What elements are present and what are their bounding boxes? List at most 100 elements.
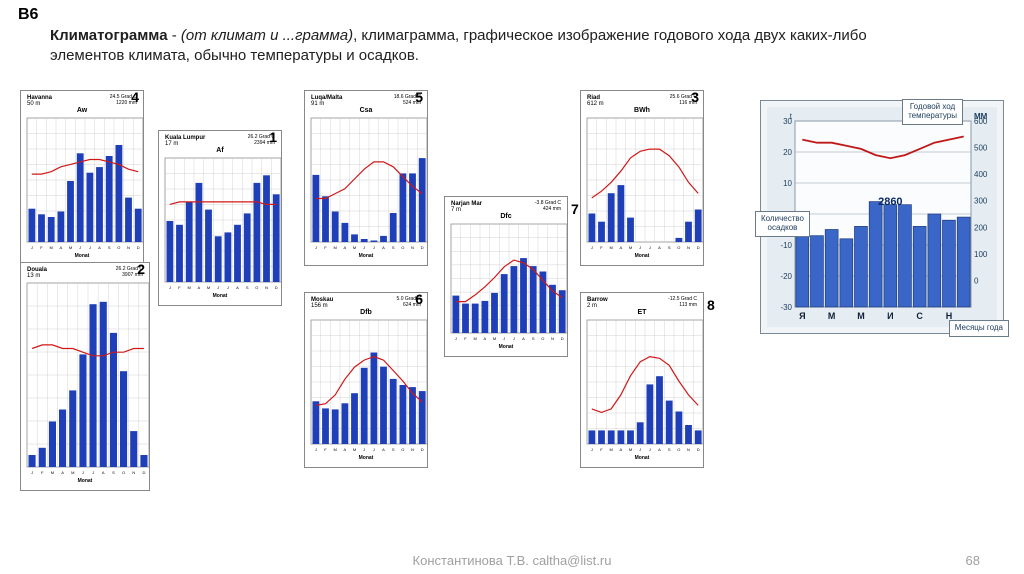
svg-text:F: F (41, 470, 44, 475)
svg-text:M: M (493, 336, 496, 341)
svg-text:F: F (324, 447, 327, 452)
svg-text:500: 500 (974, 144, 988, 153)
mini-chart-4: 4 Havanna 50 m 24.5 Grad C 1220 mm Aw JF… (20, 90, 144, 266)
svg-text:M: M (353, 245, 356, 250)
elevation: 612 m (587, 101, 604, 107)
mini-plot: JFMAMJJASOND (23, 281, 149, 477)
chart-location-row: Douala 13 m 26.2 Grad C 3907 mm (23, 265, 147, 279)
svg-text:J: J (79, 245, 81, 250)
svg-text:S: S (392, 245, 395, 250)
svg-text:M: M (49, 245, 52, 250)
chart-location-row: Luqa/Malta 91 m 18.6 Grad C 524 mm (307, 93, 425, 107)
x-axis-label: Monat (583, 252, 701, 259)
svg-text:N: N (687, 447, 690, 452)
koppen-code: ET (583, 309, 701, 318)
svg-text:A: A (483, 336, 486, 341)
svg-text:A: A (619, 447, 622, 452)
svg-text:J: J (363, 447, 365, 452)
elevation: 13 m (27, 273, 47, 279)
etymology: (от климат и ...грамма) (181, 27, 353, 44)
svg-text:J: J (169, 285, 171, 290)
annual-precip: 424 mm (535, 207, 561, 213)
svg-text:A: A (382, 245, 385, 250)
x-axis-label: Monat (307, 454, 425, 461)
mini-chart-5: 5 Luqa/Malta 91 m 18.6 Grad C 524 mm Csa… (304, 90, 428, 266)
page-number: 68 (966, 553, 980, 568)
svg-text:O: O (255, 285, 258, 290)
elevation: 17 m (165, 141, 205, 147)
dash: - (172, 27, 181, 44)
svg-text:A: A (61, 470, 64, 475)
elevation: 156 m (311, 303, 333, 309)
svg-text:O: O (541, 336, 544, 341)
svg-text:J: J (31, 470, 33, 475)
svg-text:M: M (333, 245, 336, 250)
svg-text:D: D (421, 447, 424, 452)
koppen-code: Csa (307, 107, 425, 116)
x-axis-label: Monat (447, 343, 565, 350)
svg-text:M: M (353, 447, 356, 452)
footer: Константинова Т.В. caltha@list.ru 68 (0, 553, 1024, 568)
mini-plot: JFMAMJJASOND (161, 156, 281, 292)
svg-text:F: F (464, 336, 467, 341)
mini-chart-7: 7 Narjan Mar 7 m -3.8 Grad C 424 mm Dfc … (444, 196, 568, 357)
callout-temp-curve: Годовой ходтемпературы (902, 99, 963, 125)
svg-text:A: A (658, 447, 661, 452)
svg-text:F: F (600, 245, 603, 250)
mini-plot: JFMAMJJASOND (23, 116, 143, 252)
svg-text:S: S (108, 245, 111, 250)
svg-text:-20: -20 (780, 272, 792, 281)
svg-text:A: A (102, 470, 105, 475)
x-axis-label: Monat (307, 252, 425, 259)
svg-text:M: M (629, 245, 632, 250)
svg-text:400: 400 (974, 170, 988, 179)
svg-text:Я: Я (799, 311, 805, 321)
svg-text:D: D (275, 285, 278, 290)
svg-text:-10: -10 (780, 241, 792, 250)
svg-text:N: N (411, 245, 414, 250)
elevation: 2 m (587, 303, 608, 309)
svg-text:S: S (668, 447, 671, 452)
svg-text:M: M (333, 447, 336, 452)
svg-text:J: J (373, 245, 375, 250)
svg-text:J: J (82, 470, 84, 475)
svg-text:M: M (187, 285, 190, 290)
svg-text:J: J (373, 447, 375, 452)
svg-text:D: D (697, 447, 700, 452)
svg-text:D: D (421, 245, 424, 250)
koppen-code: Dfc (447, 213, 565, 222)
svg-text:J: J (31, 245, 33, 250)
svg-text:F: F (324, 245, 327, 250)
svg-text:100: 100 (974, 250, 988, 259)
elevation: 91 m (311, 101, 342, 107)
svg-text:N: N (127, 245, 130, 250)
chart-number: 1 (269, 129, 277, 145)
svg-text:0: 0 (974, 276, 979, 285)
svg-text:И: И (887, 311, 893, 321)
mini-chart-6: 6 Moskau 156 m 5.0 Grad C 624 mm Dfb JFM… (304, 292, 428, 468)
koppen-code: Af (161, 147, 279, 156)
svg-text:N: N (265, 285, 268, 290)
mini-plot: JFMAMJJASOND (447, 222, 567, 343)
svg-text:J: J (639, 447, 641, 452)
chart-number: 2 (137, 261, 145, 277)
svg-text:J: J (363, 245, 365, 250)
elevation: 7 m (451, 207, 482, 213)
svg-text:M: M (629, 447, 632, 452)
definition-text: Климатограмма - (от климат и ...грамма),… (50, 26, 920, 67)
svg-text:J: J (455, 336, 457, 341)
svg-text:J: J (92, 470, 94, 475)
svg-text:J: J (217, 285, 219, 290)
svg-text:J: J (649, 447, 651, 452)
svg-text:A: A (98, 245, 101, 250)
svg-text:С: С (916, 311, 923, 321)
svg-text:A: A (197, 285, 200, 290)
svg-text:F: F (178, 285, 181, 290)
svg-text:D: D (561, 336, 564, 341)
x-axis-label: Monat (23, 252, 141, 259)
chart-location-row: Barrow 2 m -12.5 Grad C 113 mm (583, 295, 701, 309)
koppen-code: Dfb (307, 309, 425, 318)
svg-text:N: N (687, 245, 690, 250)
svg-text:2860: 2860 (878, 196, 902, 208)
svg-text:A: A (59, 245, 62, 250)
